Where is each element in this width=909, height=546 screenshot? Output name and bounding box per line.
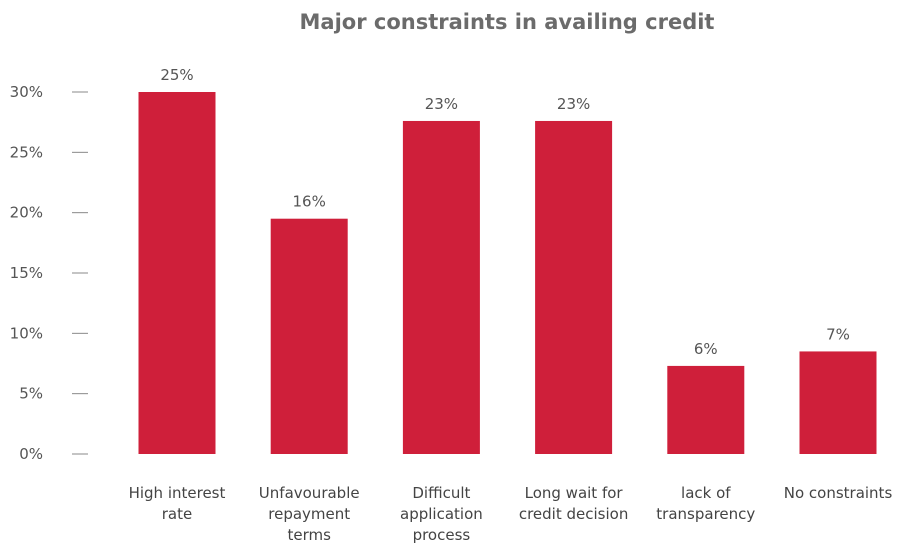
category-label: transparency bbox=[656, 505, 755, 523]
category-label: repayment bbox=[268, 505, 350, 523]
chart-title: Major constraints in availing credit bbox=[300, 10, 715, 34]
data-label: 23% bbox=[425, 95, 458, 113]
category-label: application bbox=[400, 505, 483, 523]
category-label: credit decision bbox=[519, 505, 628, 523]
category-label: process bbox=[413, 526, 471, 544]
y-tick-label: 5% bbox=[19, 385, 43, 403]
data-labels: 25% 16% 23% 23% 6% 7% bbox=[160, 66, 850, 358]
category-label: No constraints bbox=[784, 484, 893, 502]
bar bbox=[270, 218, 348, 454]
x-axis-labels: High interest rate Unfavourable repayment te… bbox=[129, 484, 893, 544]
bar bbox=[667, 365, 745, 454]
data-label: 23% bbox=[557, 95, 590, 113]
category-label: Unfavourable bbox=[259, 484, 360, 502]
data-label: 25% bbox=[160, 66, 193, 84]
bar bbox=[535, 120, 613, 455]
data-label: 7% bbox=[826, 325, 850, 343]
y-tick-label: 0% bbox=[19, 445, 43, 463]
bar bbox=[402, 120, 480, 455]
y-axis: 0% 5% 10% 15% 20% 25% 30% bbox=[10, 83, 88, 463]
category-label: Long wait for bbox=[525, 484, 624, 502]
bars bbox=[138, 92, 877, 455]
category-label: rate bbox=[162, 505, 192, 523]
y-tick-label: 10% bbox=[10, 324, 43, 342]
y-tick-label: 30% bbox=[10, 83, 43, 101]
bar bbox=[799, 351, 877, 454]
category-label: terms bbox=[287, 526, 331, 544]
bar bbox=[138, 92, 216, 454]
category-label: lack of bbox=[681, 484, 731, 502]
data-label: 16% bbox=[293, 193, 326, 211]
y-tick-label: 20% bbox=[10, 204, 43, 222]
category-label: High interest bbox=[129, 484, 226, 502]
data-label: 6% bbox=[694, 340, 718, 358]
y-tick-label: 25% bbox=[10, 143, 43, 161]
category-label: Difficult bbox=[412, 484, 470, 502]
y-tick-label: 15% bbox=[10, 264, 43, 282]
